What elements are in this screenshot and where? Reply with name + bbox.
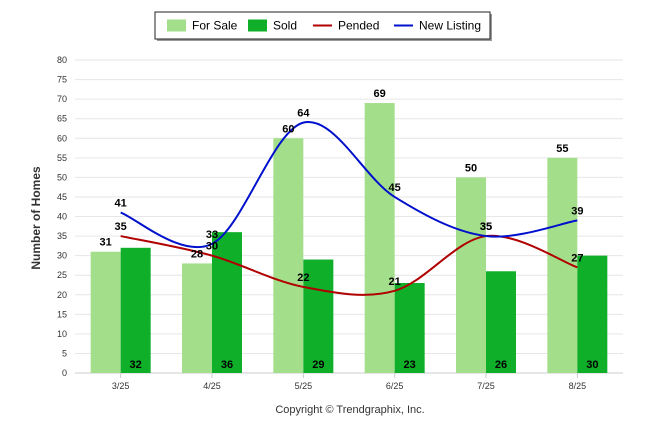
y-axis-title: Number of Homes [29,166,43,270]
copyright-footer: Copyright © Trendgraphix, Inc. [275,404,424,416]
legend-entry: Pended [338,19,379,33]
x-tick-label: 5/25 [295,381,313,391]
bar [303,259,334,373]
y-tick-label: 50 [57,172,67,182]
bar [273,138,304,373]
data-label: 60 [282,123,294,135]
data-label: 64 [297,108,310,120]
y-tick-label: 55 [57,153,67,163]
legend: For Sale Sold Pended New Listing [154,11,492,41]
data-label: 30 [206,241,218,253]
legend-entry: New Listing [419,19,481,33]
y-tick-label: 35 [57,231,67,241]
data-label: 35 [480,221,492,233]
y-tick-label: 75 [57,75,67,85]
data-label: 29 [312,359,324,371]
y-tick-label: 60 [57,133,67,143]
bar [456,177,486,373]
data-label: 35 [480,221,492,233]
data-label: 26 [495,359,507,371]
data-label: 28 [191,248,203,260]
y-tick-label: 40 [57,212,67,222]
gridlines [75,59,623,374]
x-axis-ticks: 3/25 4/25 5/25 6/25 7/25 8/25 [112,373,586,391]
data-label: 41 [115,198,127,210]
x-tick-label: 4/25 [203,381,221,391]
y-tick-label: 25 [57,270,67,280]
data-label: 33 [206,229,218,241]
data-labels: 31 28 60 69 50 55 32 36 29 23 26 30 35 30 22 21 35 27 41 33… [100,88,599,371]
y-tick-label: 70 [57,94,67,104]
bars [90,103,608,373]
y-tick-label: 0 [62,368,67,378]
x-tick-label: 8/25 [569,381,587,391]
bar [90,251,121,373]
legend-entry: For Sale [192,19,238,33]
data-label: 27 [571,252,583,264]
bar [120,247,151,373]
y-tick-label: 45 [57,192,67,202]
data-label: 69 [374,88,386,100]
bar [486,271,516,373]
y-tick-label: 30 [57,251,67,261]
data-label: 36 [221,359,233,371]
legend-swatch [167,19,186,32]
bar [182,263,212,373]
data-label: 23 [404,359,416,371]
y-tick-label: 5 [62,348,67,358]
y-tick-label: 20 [57,290,67,300]
series-line [120,121,578,249]
data-label: 35 [115,221,127,233]
y-tick-label: 15 [57,309,67,319]
series-lines [120,121,578,296]
data-label: 39 [571,205,583,217]
bar [394,283,425,373]
y-tick-label: 65 [57,114,67,124]
bar [364,103,395,373]
data-label: 21 [389,276,401,288]
data-label: 45 [389,182,401,194]
legend-entry: Sold [273,19,297,33]
data-label: 30 [586,359,598,371]
data-label: 22 [297,272,309,284]
x-tick-label: 7/25 [477,381,495,391]
y-tick-label: 10 [57,329,67,339]
data-label: 55 [556,143,568,155]
x-tick-label: 3/25 [112,381,130,391]
y-tick-label: 80 [57,55,67,65]
bar [212,232,242,373]
y-axis-ticks: 0 5 10 15 20 25 30 35 40 45 50 55 60 65 70 75 80 [57,55,67,378]
data-label: 50 [465,162,477,174]
bar [577,255,608,373]
data-label: 31 [100,237,112,249]
legend-swatch [248,19,267,32]
x-tick-label: 6/25 [386,381,404,391]
data-label: 32 [130,359,142,371]
